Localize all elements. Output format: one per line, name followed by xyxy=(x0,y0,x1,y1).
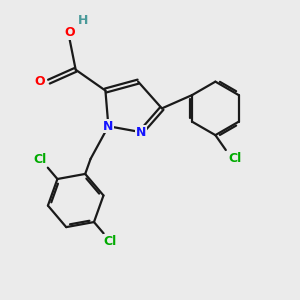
Text: Cl: Cl xyxy=(104,235,117,248)
Text: O: O xyxy=(35,75,45,88)
Text: Cl: Cl xyxy=(33,153,46,166)
Text: N: N xyxy=(136,126,146,139)
Text: H: H xyxy=(78,14,88,27)
Text: O: O xyxy=(64,26,75,39)
Text: N: N xyxy=(103,120,114,133)
Text: Cl: Cl xyxy=(228,152,241,165)
